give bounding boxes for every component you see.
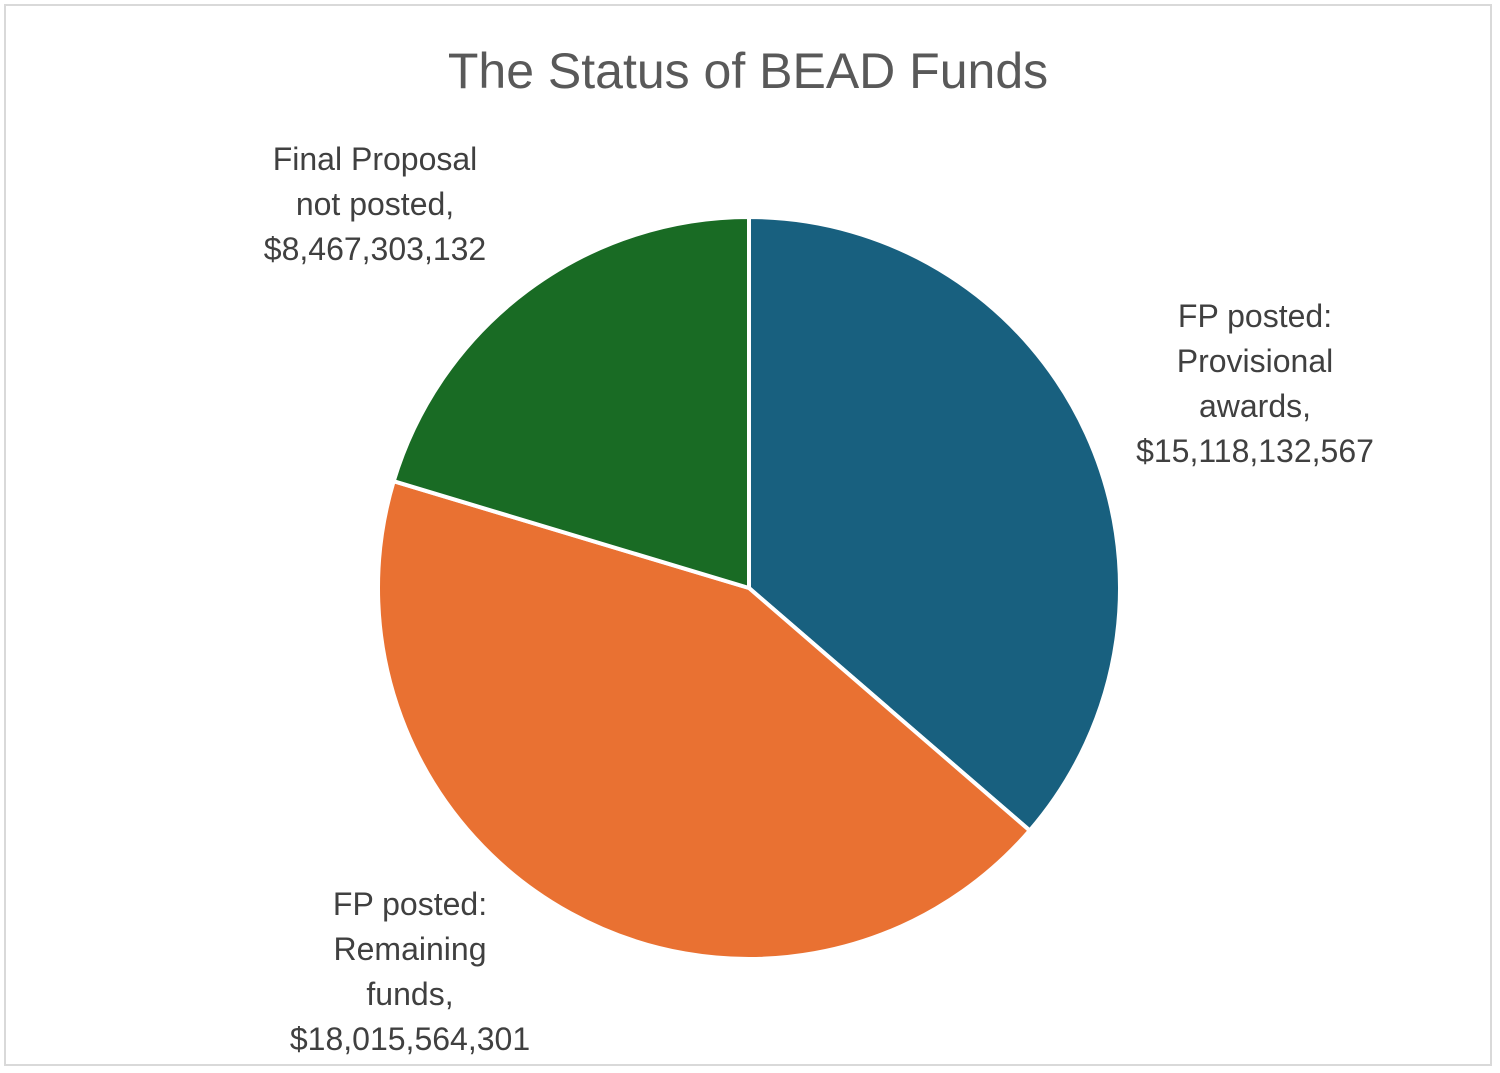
label-line: $15,118,132,567 bbox=[1136, 433, 1374, 469]
label-line: $8,467,303,132 bbox=[263, 231, 487, 267]
label-line: $18,015,564,301 bbox=[289, 1021, 531, 1057]
label-line: funds, bbox=[366, 976, 454, 1012]
slice-remaining-funds bbox=[376, 479, 1032, 961]
label-line: not posted, bbox=[295, 186, 455, 222]
slice-label-provisional-awards: FP posted: Provisional awards, $15,118,1… bbox=[1095, 294, 1415, 474]
label-line: Provisional bbox=[1176, 343, 1334, 379]
label-line: FP posted: bbox=[332, 886, 488, 922]
chart-title: The Status of BEAD Funds bbox=[447, 43, 1049, 99]
slice-provisional-awards bbox=[747, 215, 1122, 833]
label-line: awards, bbox=[1198, 388, 1312, 424]
slice-label-final-proposal-not-posted: Final Proposal not posted, $8,467,303,13… bbox=[225, 137, 525, 272]
slice-label-remaining-funds: FP posted: Remaining funds, $18,015,564,… bbox=[250, 882, 570, 1062]
label-line: Remaining bbox=[333, 931, 487, 967]
slice-final-proposal-not-posted bbox=[391, 215, 751, 590]
label-line: Final Proposal bbox=[272, 141, 478, 177]
label-line: FP posted: bbox=[1177, 298, 1333, 334]
